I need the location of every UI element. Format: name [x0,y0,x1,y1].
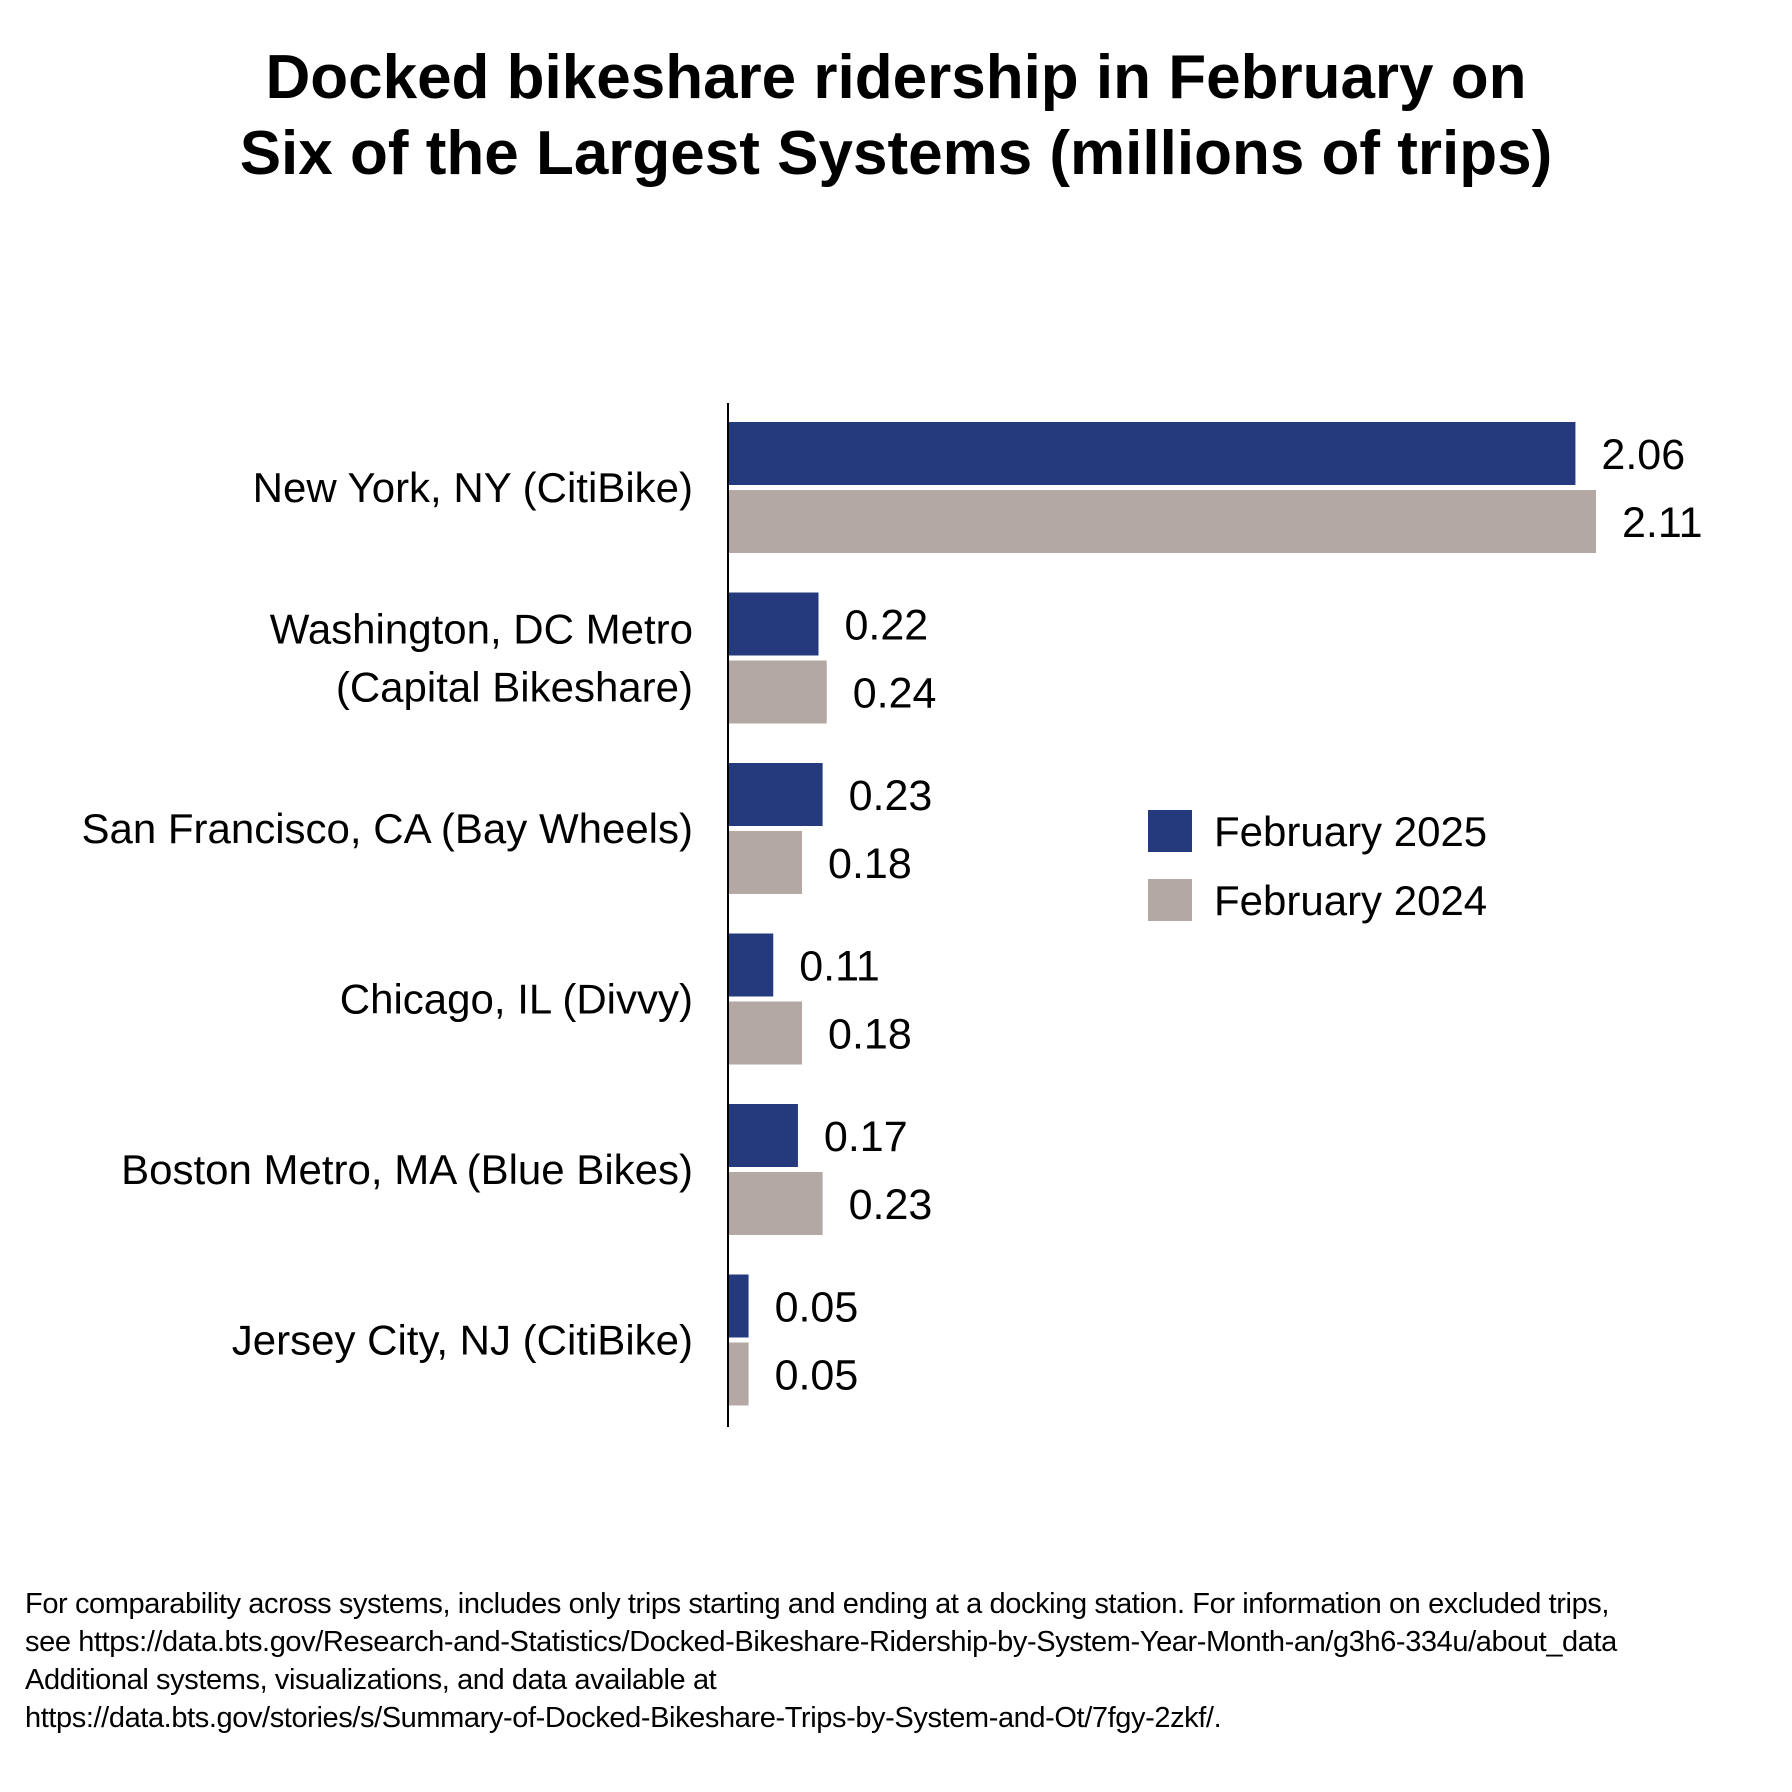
legend-label: February 2024 [1214,877,1487,924]
bar-feb-2024 [728,831,803,894]
footnote-line-3: Additional systems, visualizations, and … [25,1664,717,1696]
legend: February 2025 February 2024 [1148,808,1487,924]
data-label: 0.24 [853,669,937,717]
data-label: 0.22 [845,601,929,649]
footnote: For comparability across systems, includ… [25,1585,1775,1737]
data-label: 0.18 [828,1010,912,1058]
bar-feb-2024 [728,660,827,724]
footnote-line-1: For comparability across systems, includ… [25,1588,1610,1620]
category-label: Boston Metro, MA (Blue Bikes) [121,1146,693,1193]
data-label: 0.05 [775,1351,859,1399]
category-label: Washington, DC Metro [270,606,693,653]
category-label: Chicago, IL (Divvy) [340,976,693,1023]
legend-swatch [1148,879,1192,921]
bar-feb-2025 [728,422,1576,485]
category-label: Jersey City, NJ (CitiBike) [232,1317,693,1364]
chart-title-line-2: Six of the Largest Systems (millions of … [239,119,1553,188]
data-label: 0.23 [849,1181,933,1229]
footnote-line-4: https://data.bts.gov/stories/s/Summary-o… [25,1702,1222,1734]
bar-feb-2024 [728,1342,749,1406]
labels-layer: New York, NY (CitiBike) 2.06 2.11 Washingto… [81,431,1703,1399]
bars-layer [728,422,1596,1406]
data-label: 0.23 [849,772,933,820]
category-label: (Capital Bikeshare) [336,664,693,711]
legend-swatch [1148,810,1192,852]
footnote-line-2: see https://data.bts.gov/Research-and-St… [25,1626,1617,1658]
category-label: San Francisco, CA (Bay Wheels) [81,805,693,852]
data-label: 0.17 [824,1113,908,1161]
bar-feb-2025 [728,1104,798,1167]
bar-feb-2025 [728,763,823,826]
bar-feb-2025 [728,1274,749,1338]
bar-feb-2025 [728,933,774,997]
chart-title-line-1: Docked bikeshare ridership in February o… [265,43,1527,112]
data-label: 0.11 [799,942,880,990]
bar-feb-2024 [728,490,1596,553]
bar-feb-2024 [728,1172,823,1235]
data-label: 0.05 [775,1283,859,1331]
data-label: 0.18 [828,840,912,888]
data-label: 2.11 [1622,499,1703,547]
chart-title: Docked bikeshare ridership in February o… [0,40,1792,192]
bar-feb-2025 [728,592,819,656]
data-label: 2.06 [1601,431,1685,479]
bar-feb-2024 [728,1001,803,1065]
legend-label: February 2025 [1214,808,1487,855]
category-label: New York, NY (CitiBike) [253,464,693,511]
